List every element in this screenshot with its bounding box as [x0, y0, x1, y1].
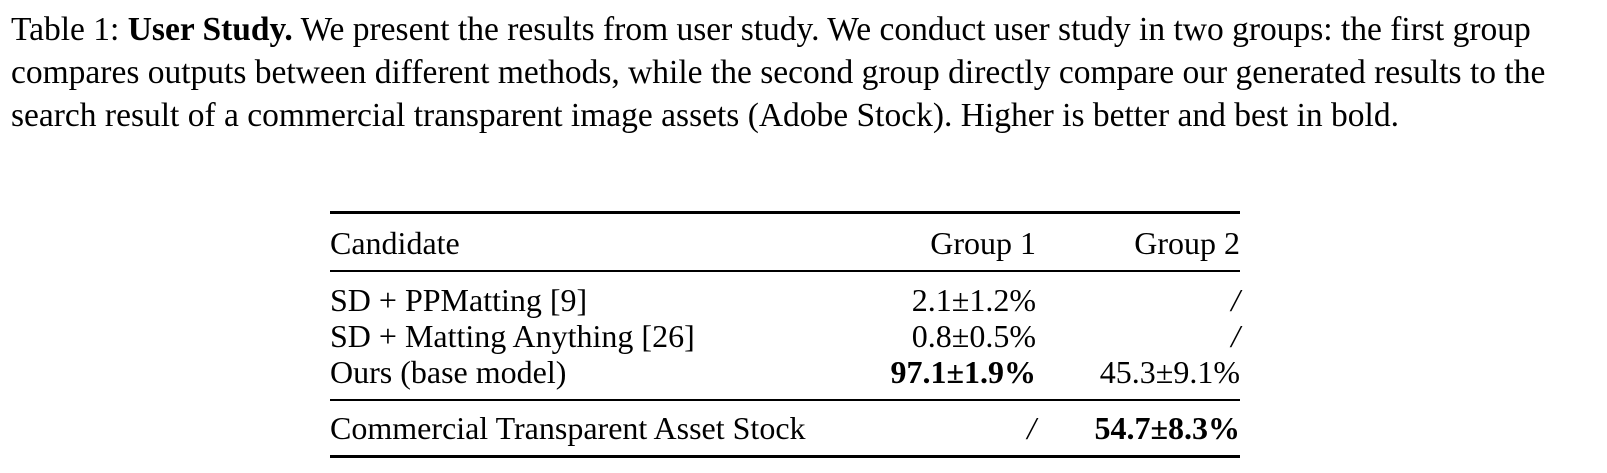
caption-label: Table 1:: [11, 11, 120, 48]
results-table: Candidate Group 1 Group 2 SD + PPMatting…: [330, 211, 1240, 458]
header-group-2: Group 2: [1134, 225, 1240, 261]
caption-text: We present the results from user study. …: [11, 11, 1546, 134]
cell-candidate: Ours (base model): [330, 354, 567, 390]
cell-candidate: Commercial Transparent Asset Stock: [330, 410, 806, 446]
cell-group-1-best: 97.1±1.9%: [890, 354, 1036, 390]
caption-title: User Study.: [127, 11, 293, 48]
cell-candidate: SD + PPMatting [9]: [330, 282, 588, 318]
cell-group-1: 2.1±1.2%: [911, 282, 1036, 318]
cell-candidate: SD + Matting Anything [26]: [330, 318, 695, 354]
table-row: SD + Matting Anything [26] 0.8±0.5% /: [330, 318, 1240, 354]
table-row: Ours (base model) 97.1±1.9% 45.3±9.1%: [330, 354, 1240, 400]
cell-group-2-best: 54.7±8.3%: [1094, 410, 1240, 446]
table-footer-row: Commercial Transparent Asset Stock / 54.…: [330, 400, 1240, 457]
cell-group-1: /: [1027, 410, 1036, 446]
table-header-row: Candidate Group 1 Group 2: [330, 212, 1240, 272]
results-table-container: Candidate Group 1 Group 2 SD + PPMatting…: [330, 211, 1240, 458]
cell-group-2: /: [1231, 318, 1240, 354]
table-row: SD + PPMatting [9] 2.1±1.2% /: [330, 271, 1240, 318]
table-caption: Table 1: User Study. We present the resu…: [11, 8, 1601, 137]
header-candidate: Candidate: [330, 225, 460, 261]
cell-group-2: /: [1231, 282, 1240, 318]
cell-group-1: 0.8±0.5%: [911, 318, 1036, 354]
cell-group-2: 45.3±9.1%: [1099, 354, 1240, 390]
header-group-1: Group 1: [930, 225, 1036, 261]
